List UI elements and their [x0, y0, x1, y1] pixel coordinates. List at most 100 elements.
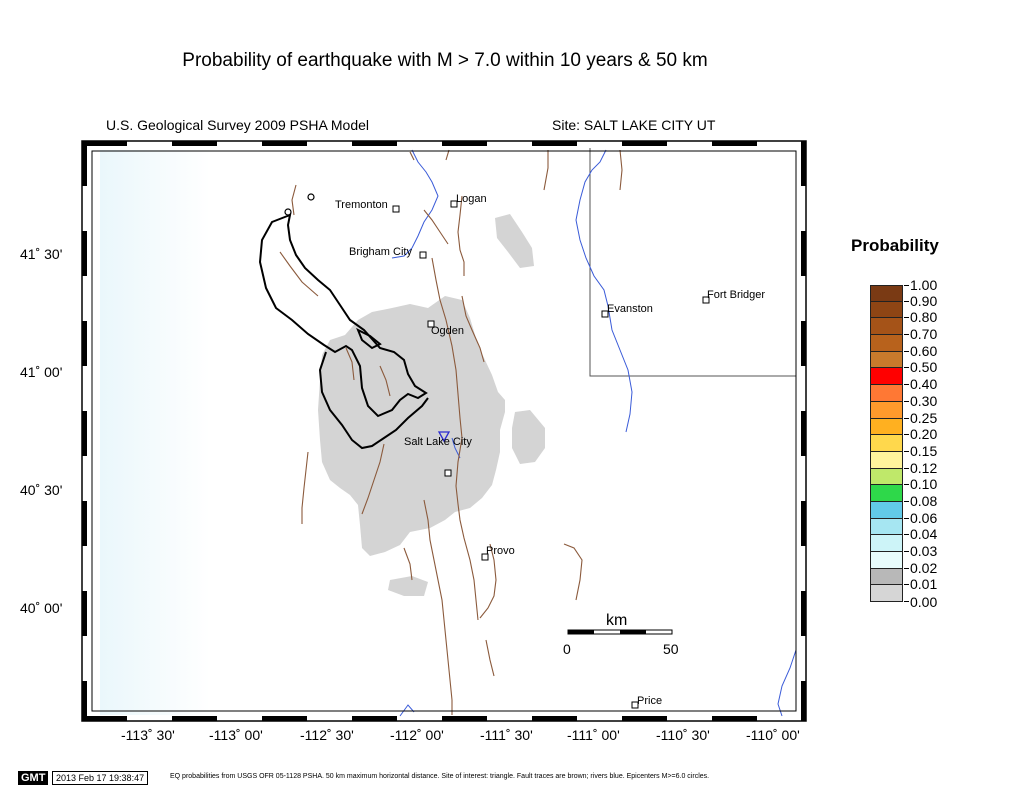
legend-swatch: 0.10: [870, 476, 937, 502]
city-marker-ogden: [427, 320, 435, 328]
legend-swatch: 0.12: [870, 460, 937, 486]
river-weber-bear-east: [575, 149, 633, 433]
city-marker-price: [631, 701, 639, 709]
scale-unit: km: [606, 612, 627, 629]
lon-label-113-30: -113˚ 30': [121, 727, 175, 743]
legend-swatch: 0.40: [870, 376, 937, 402]
river-bear: [391, 149, 439, 259]
city-label-logan: Logan: [456, 193, 487, 205]
city-label-price: Price: [637, 695, 662, 707]
site-triangle-icon: [437, 431, 451, 443]
lat-label-40-30: 40˚ 30': [20, 482, 63, 498]
legend-title: Probability: [851, 236, 939, 255]
river-green: [777, 649, 797, 717]
legend-label: 0.50: [910, 359, 938, 376]
lon-label-113-00: -113˚ 00': [209, 727, 263, 743]
scale-bar: km 0 50: [563, 612, 679, 657]
legend-label: 0.70: [910, 326, 938, 343]
legend-swatch: 0.50: [870, 359, 937, 386]
lon-label-110-30: -110˚ 30': [656, 727, 710, 743]
city-marker-fort-bridger: [702, 296, 710, 304]
city-marker-evanston: [601, 310, 609, 318]
lon-label-110-00: -110˚ 00': [746, 727, 800, 743]
lat-label-41-00: 41˚ 00': [20, 364, 63, 380]
legend-label: 0.08: [910, 492, 938, 509]
hazard-zone-south: [388, 576, 428, 596]
legend-swatch: 0.04: [870, 526, 937, 552]
city-label-evanston: Evanston: [607, 303, 653, 315]
city-marker-brigham: [419, 251, 427, 259]
legend-label: 0.12: [910, 459, 938, 476]
legend-swatch: 0.80: [870, 309, 937, 336]
footnote: EQ probabilities from USGS OFR 05-1128 P…: [170, 773, 710, 780]
legend-label: 0.60: [910, 342, 938, 359]
hazard-zone-east: [512, 410, 545, 464]
legend-swatch: 0.08: [870, 493, 937, 519]
legend-swatch: 0.02: [870, 560, 937, 586]
gmt-timestamp: 2013 Feb 17 19:38:47: [52, 771, 149, 785]
legend-swatch: 1.00: [870, 277, 937, 302]
rivers: [391, 149, 797, 717]
scale-min: 0: [563, 641, 571, 657]
city-label-fort-bridger: Fort Bridger: [707, 289, 765, 301]
scale-max: 50: [663, 641, 679, 657]
legend-swatch: 0.01 0.00: [870, 576, 937, 610]
legend-label: 1.00: [910, 277, 938, 293]
legend-label: 0.01: [910, 576, 938, 593]
legend-label: 0.40: [910, 376, 938, 393]
city-marker-logan: [450, 200, 458, 208]
city-label-provo: Provo: [486, 545, 515, 557]
city-marker-slc: [444, 469, 452, 477]
lon-label-112-30: -112˚ 30': [300, 727, 354, 743]
model-label: U.S. Geological Survey 2009 PSHA Model: [106, 117, 370, 133]
city-markers: [392, 200, 710, 709]
legend-label: 0.25: [910, 409, 938, 426]
legend-label: 0.30: [910, 392, 938, 409]
river-jordan: [451, 437, 461, 459]
legend-label: 0.80: [910, 309, 938, 326]
legend-label: 0.06: [910, 509, 938, 526]
legend-label: 0.10: [910, 476, 938, 493]
lon-label-111-30: -111˚ 30': [480, 727, 533, 743]
legend-swatch: 0.20: [870, 426, 937, 452]
site-label: Site: SALT LAKE CITY UT: [552, 117, 716, 133]
fault-traces: [279, 149, 623, 715]
epicenter-circle-1: [307, 193, 315, 201]
legend-swatch: 0.70: [870, 326, 937, 352]
legend-label: 0.04: [910, 526, 938, 543]
legend-swatch: 0.25: [870, 410, 937, 436]
legend-swatch: 0.15: [870, 443, 937, 469]
city-label-tremonton: Tremonton: [335, 199, 388, 211]
legend-label: 0.20: [910, 426, 938, 443]
lon-label-112-00: -112˚ 00': [390, 727, 444, 743]
hazard-zones: [318, 214, 545, 596]
hazard-zone-main: [318, 296, 505, 556]
lat-label-40-00: 40˚ 00': [20, 600, 63, 616]
probability-legend: 1.00 0.90 0.80 0.70 0.60 0.50 0.40 0.30 0.25 0.20…: [870, 277, 937, 610]
hazard-zone-north: [495, 214, 534, 268]
legend-swatch: 0.90: [870, 293, 937, 319]
lat-label-41-30: 41˚ 30': [20, 246, 63, 262]
epicenter-circle-2: [284, 208, 292, 216]
map-title: Probability of earthquake with M > 7.0 w…: [182, 50, 708, 71]
legend-label: 0.03: [910, 543, 938, 559]
low-probability-zone: [100, 150, 210, 715]
legend-label: 0.00: [910, 594, 938, 611]
city-label-ogden: Ogden: [431, 325, 464, 337]
city-label-brigham: Brigham City: [349, 246, 412, 258]
lon-label-111-00: -111˚ 00': [567, 727, 620, 743]
river-south: [399, 704, 415, 717]
legend-swatch: 0.03: [870, 543, 937, 569]
legend-swatch: 0.30: [870, 393, 937, 419]
state-border: [589, 148, 796, 377]
gmt-logo: GMT: [18, 771, 49, 785]
legend-swatch: 0.60: [870, 343, 937, 369]
great-salt-lake-shoreline: [258, 213, 429, 450]
legend-label: 0.90: [910, 292, 938, 309]
city-marker-tremonton: [392, 205, 400, 213]
city-marker-provo: [481, 553, 489, 561]
legend-swatch: 0.06: [870, 510, 937, 536]
map-frame: [81, 140, 807, 722]
city-label-slc: Salt Lake City: [404, 436, 472, 448]
